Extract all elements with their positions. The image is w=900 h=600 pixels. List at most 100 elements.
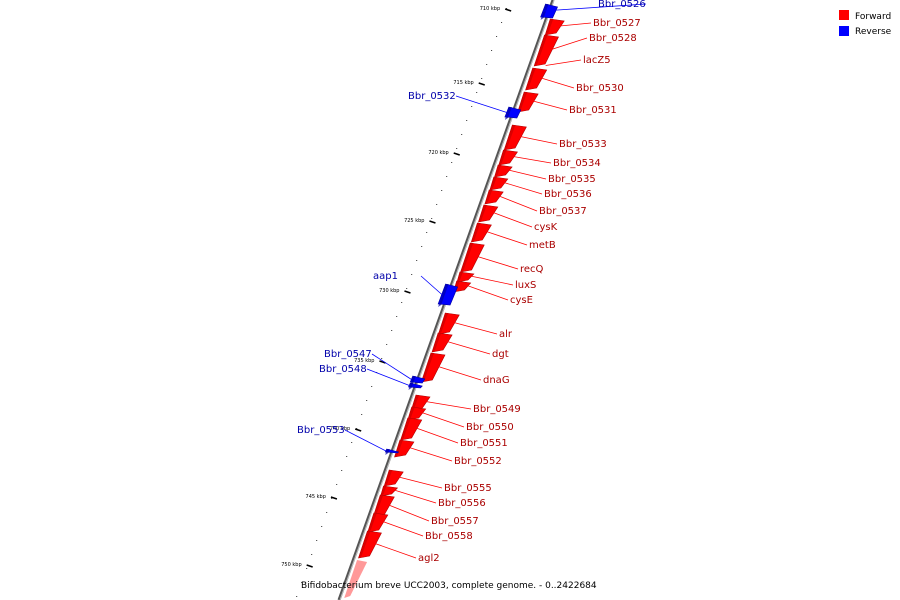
kbp-tick-label: 740 kbp <box>330 426 350 432</box>
gene-leader-Bbr_0533 <box>520 136 558 145</box>
scale-dot <box>371 386 373 387</box>
gene-label-dgt[interactable]: dgt <box>492 349 509 360</box>
gene-leader-Bbr_0532 <box>455 95 507 113</box>
gene-box-Bbr_0530[interactable] <box>525 67 548 91</box>
gene-leader-Bbr_0531 <box>532 100 568 111</box>
gene-label-metB[interactable]: metB <box>529 240 556 251</box>
gene-box-shade <box>534 35 548 66</box>
legend-forward-swatch <box>839 10 849 20</box>
gene-label-Bbr_0549[interactable]: Bbr_0549 <box>473 404 521 415</box>
scale-dot <box>481 78 483 79</box>
gene-label-Bbr_0548[interactable]: Bbr_0548 <box>319 364 367 375</box>
gene-box-shade <box>504 107 512 120</box>
gene-label-Bbr_0537[interactable]: Bbr_0537 <box>539 206 587 217</box>
scale-dot <box>421 246 423 247</box>
kbp-tick-label: 725 kbp <box>404 218 424 224</box>
gene-label-dnaG[interactable]: dnaG <box>483 375 510 386</box>
gene-label-Bbr_0532[interactable]: Bbr_0532 <box>408 91 456 102</box>
scale-dot <box>321 526 323 527</box>
gene-leader-alr <box>453 322 498 335</box>
kbp-tick-label: 715 kbp <box>453 80 473 86</box>
gene-leader-recQ <box>477 256 519 270</box>
genes <box>344 3 565 598</box>
gene-box-shade <box>504 125 516 150</box>
gene-box-shade <box>517 92 528 112</box>
gene-leader-Bbr_0534 <box>513 156 552 164</box>
scale-dot <box>436 204 438 205</box>
gene-label-Bbr_0526[interactable]: Bbr_0526 <box>598 0 646 10</box>
scale-dot <box>346 456 348 457</box>
scale-dot <box>401 302 403 303</box>
scale-dot <box>341 470 343 471</box>
kbp-tick-label: 745 kbp <box>306 494 326 500</box>
gene-leader-Bbr_0537 <box>498 195 538 212</box>
gene-leader-Bbr_0551 <box>416 427 459 444</box>
gene-label-Bbr_0533[interactable]: Bbr_0533 <box>559 139 607 150</box>
scale-dot <box>396 316 398 317</box>
kbp-tick-mark <box>354 428 362 432</box>
gene-box-shade <box>410 376 416 385</box>
gene-box-shade <box>411 395 419 410</box>
gene-label-Bbr_0556[interactable]: Bbr_0556 <box>438 498 486 509</box>
gene-label-Bbr_0535[interactable]: Bbr_0535 <box>548 174 596 185</box>
gene-leader-Bbr_0536 <box>503 182 543 195</box>
gene-leader-Bbr_0550 <box>421 412 465 428</box>
scale-dot <box>391 330 393 331</box>
gene-label-Bbr_0551[interactable]: Bbr_0551 <box>460 438 508 449</box>
gene-box-shade <box>380 486 387 496</box>
scale-dot <box>331 498 333 499</box>
scale-dot <box>426 232 428 233</box>
gene-label-lacZ5[interactable]: lacZ5 <box>583 55 611 66</box>
gene-label-Bbr_0530[interactable]: Bbr_0530 <box>576 83 624 94</box>
gene-label-cysK[interactable]: cysK <box>534 222 558 233</box>
legend-forward-label: Forward <box>855 12 891 22</box>
gene-box-shade <box>484 190 493 204</box>
gene-label-Bbr_0553[interactable]: Bbr_0553 <box>297 425 345 436</box>
gene-box-shade <box>540 4 549 20</box>
gene-box-shade <box>471 223 481 242</box>
gene-leader-agl2 <box>374 543 417 559</box>
scale-dot <box>306 568 308 569</box>
gene-label-luxS[interactable]: luxS <box>515 280 536 291</box>
gene-box-Bbr_0528[interactable] <box>533 34 559 67</box>
gene-leader-cysK <box>492 212 533 228</box>
scale-dot <box>296 596 298 597</box>
legend: Forward Reverse <box>839 10 892 37</box>
gene-box-shade <box>407 407 415 420</box>
scale-dot <box>356 428 358 429</box>
gene-label-agl2[interactable]: agl2 <box>418 553 440 564</box>
scale-dot <box>386 344 388 345</box>
scale-dot <box>351 442 353 443</box>
gene-box-aap1[interactable] <box>437 283 459 306</box>
gene-label-aap1[interactable]: aap1 <box>373 271 398 282</box>
gene-label-Bbr_0531[interactable]: Bbr_0531 <box>569 105 617 116</box>
legend-reverse-label: Reverse <box>855 27 892 37</box>
gene-leader-Bbr_0557 <box>388 504 430 522</box>
gene-label-alr[interactable]: alr <box>499 329 513 340</box>
gene-label-Bbr_0547[interactable]: Bbr_0547 <box>324 349 372 360</box>
scale-dot <box>491 50 493 51</box>
gene-label-Bbr_0534[interactable]: Bbr_0534 <box>553 158 601 169</box>
scale-dot <box>456 148 458 149</box>
gene-label-Bbr_0557[interactable]: Bbr_0557 <box>431 516 479 527</box>
gene-box-shade <box>400 418 411 440</box>
gene-label-Bbr_0550[interactable]: Bbr_0550 <box>466 422 514 433</box>
gene-box-shade <box>384 470 393 486</box>
gene-label-Bbr_0555[interactable]: Bbr_0555 <box>444 483 492 494</box>
gene-leader-metB <box>486 231 528 246</box>
gene-leader-Bbr_0547 <box>371 353 412 380</box>
gene-label-cysE[interactable]: cysE <box>510 295 533 306</box>
gene-leader-luxS <box>470 275 514 286</box>
gene-label-Bbr_0536[interactable]: Bbr_0536 <box>544 189 592 200</box>
gene-box-shade <box>494 165 502 177</box>
gene-label-Bbr_0528[interactable]: Bbr_0528 <box>589 33 637 44</box>
gene-label-Bbr_0558[interactable]: Bbr_0558 <box>425 531 473 542</box>
kbp-tick-label: 710 kbp <box>480 6 500 12</box>
gene-label-Bbr_0552[interactable]: Bbr_0552 <box>454 456 502 467</box>
gene-label-Bbr_0527[interactable]: Bbr_0527 <box>593 18 641 29</box>
dotted-scale-line <box>296 8 508 597</box>
gene-label-recQ[interactable]: recQ <box>520 264 544 275</box>
gene-leader-Bbr_0548 <box>366 368 410 386</box>
kbp-tick-label: 730 kbp <box>379 288 399 294</box>
